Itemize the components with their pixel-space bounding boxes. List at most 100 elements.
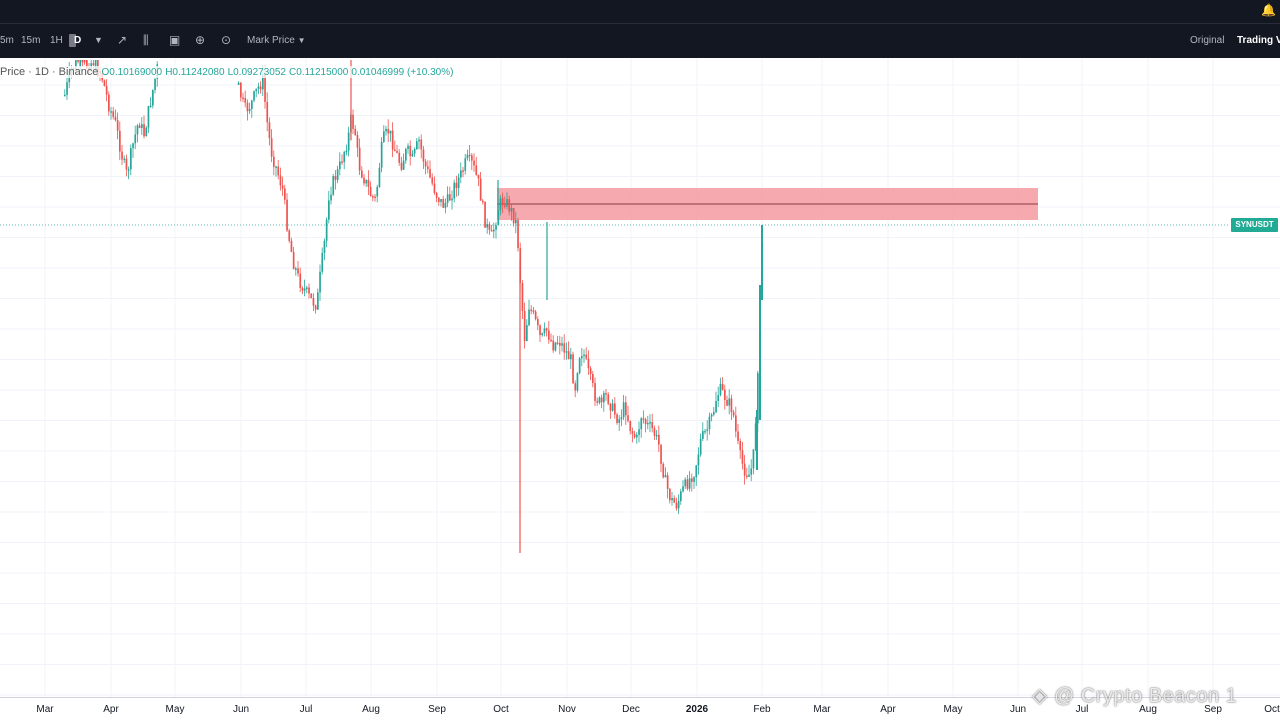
candle xyxy=(660,444,662,464)
candle xyxy=(374,196,376,198)
candle xyxy=(64,94,66,97)
candle xyxy=(286,199,288,231)
candle xyxy=(565,351,568,353)
candle xyxy=(332,176,335,195)
indicator-icon[interactable]: ↗ xyxy=(117,33,128,47)
candle xyxy=(622,402,625,418)
candle xyxy=(83,60,86,63)
price-chart[interactable] xyxy=(0,58,1280,720)
candle xyxy=(154,78,156,90)
candle xyxy=(334,176,337,180)
candle xyxy=(636,434,638,438)
candle xyxy=(277,166,280,176)
candle xyxy=(669,488,671,501)
x-tick: Aug xyxy=(1139,704,1157,715)
candle xyxy=(405,148,407,161)
candle xyxy=(508,199,511,212)
candle xyxy=(677,501,680,509)
candle xyxy=(594,383,596,401)
candle xyxy=(642,418,645,420)
candle xyxy=(253,91,255,101)
candle xyxy=(741,450,744,464)
candle xyxy=(737,431,739,441)
chevron-down-icon[interactable]: ▼ xyxy=(94,35,103,45)
x-tick: Jul xyxy=(299,704,313,715)
x-tick: Apr xyxy=(880,704,896,715)
timeframe-15m[interactable]: 15m xyxy=(21,35,41,46)
x-tick-year: 2026 xyxy=(685,704,709,715)
view-tradingview-tab[interactable]: Trading Vi xyxy=(1237,35,1280,46)
candle xyxy=(493,229,495,232)
candle xyxy=(719,383,722,396)
candle xyxy=(473,160,475,166)
candle xyxy=(754,423,757,450)
candle xyxy=(585,354,588,359)
candle xyxy=(682,486,684,492)
candle xyxy=(347,132,350,151)
candle xyxy=(572,354,574,384)
candle xyxy=(237,82,240,85)
candle xyxy=(103,80,106,86)
candle xyxy=(431,177,434,184)
candle xyxy=(262,74,264,90)
candle xyxy=(134,134,137,144)
candle xyxy=(367,179,370,187)
candle xyxy=(526,325,528,342)
candle xyxy=(589,368,592,375)
candle xyxy=(752,449,755,469)
candle xyxy=(627,415,629,421)
candle xyxy=(323,240,326,253)
candle xyxy=(127,169,130,171)
view-original-tab[interactable]: Original xyxy=(1190,35,1225,46)
candle xyxy=(257,86,260,89)
x-tick: Mar xyxy=(813,704,831,715)
timeframe-5m[interactable]: 5m xyxy=(0,35,14,46)
price-type-dropdown[interactable]: Mark Price ▼ xyxy=(247,35,306,46)
timeframe-1d[interactable]: D xyxy=(74,35,82,46)
candle xyxy=(726,399,728,406)
time-axis[interactable]: Mar Apr May Jun Jul Aug Sep Oct Nov Dec … xyxy=(0,697,1280,721)
candle xyxy=(152,89,154,106)
candle xyxy=(292,251,295,270)
candle xyxy=(732,412,735,416)
candle xyxy=(598,397,601,403)
x-tick: Sep xyxy=(428,704,446,715)
candle xyxy=(306,287,308,290)
timeframe-1h[interactable]: 1H xyxy=(50,35,63,46)
x-tick: Mar xyxy=(36,704,54,715)
candle xyxy=(119,130,121,152)
candle xyxy=(288,230,291,241)
chart-area[interactable] xyxy=(0,58,1280,720)
candle xyxy=(303,288,306,291)
candle xyxy=(273,156,275,167)
candle xyxy=(721,383,724,390)
candle xyxy=(629,420,632,432)
candle xyxy=(365,179,368,184)
plus-circle-icon[interactable]: ⊕ xyxy=(195,33,206,47)
bell-icon[interactable]: 🔔 xyxy=(1261,3,1276,17)
candle xyxy=(552,340,555,351)
candle xyxy=(314,305,317,310)
candle xyxy=(655,434,658,437)
candle xyxy=(422,149,425,162)
candle xyxy=(125,158,128,170)
candle xyxy=(352,114,354,129)
candle xyxy=(244,98,247,103)
candle xyxy=(402,160,405,170)
candle xyxy=(523,310,526,342)
candle xyxy=(671,498,673,501)
candle xyxy=(702,431,704,439)
candle xyxy=(290,240,293,252)
settings-icon[interactable]: ⊙ xyxy=(221,33,232,47)
candle-type-icon[interactable]: ⫼ xyxy=(143,33,149,47)
candle xyxy=(466,154,469,159)
candle xyxy=(658,434,660,445)
candle xyxy=(149,105,152,108)
camera-icon[interactable]: ▣ xyxy=(169,33,181,47)
candle xyxy=(620,417,623,420)
candle xyxy=(517,219,519,249)
candle xyxy=(279,175,282,186)
candle xyxy=(413,149,416,154)
candle xyxy=(600,397,603,403)
candle xyxy=(510,207,513,212)
